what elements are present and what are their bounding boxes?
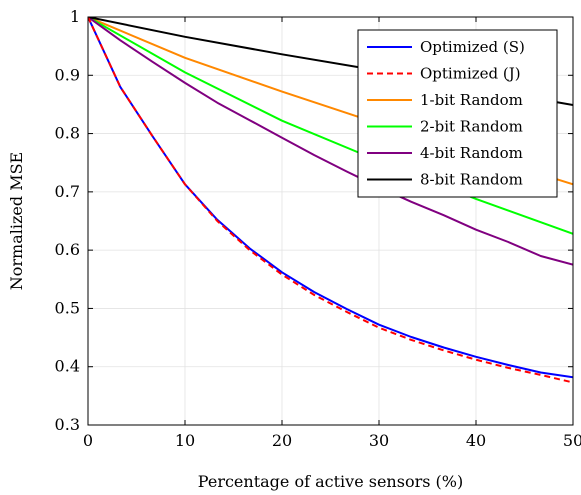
- legend-box: [357, 29, 558, 198]
- y-tick-label: 1: [70, 7, 80, 26]
- y-tick-label: 0.9: [55, 65, 80, 84]
- plot-frame: [87, 16, 574, 426]
- x-tick-label: 50: [563, 431, 581, 450]
- y-tick-label: 0.6: [55, 240, 80, 259]
- x-tick-label: 30: [369, 431, 389, 450]
- x-tick-label: 20: [272, 431, 292, 450]
- legend-label: 1-bit Random: [420, 91, 523, 109]
- x-tick-label: 40: [466, 431, 486, 450]
- x-tick-label: 0: [83, 431, 93, 450]
- legend-label: Optimized (S): [420, 38, 525, 56]
- axis-ticks: 0 10 20 30 40 50 0.3 0.4 0.5 0.6 0.7 0.8 0.9 1: [55, 7, 581, 450]
- legend-label: Optimized (J): [420, 65, 521, 83]
- legend-label: 4-bit Random: [420, 144, 523, 162]
- y-tick-label: 0.4: [55, 357, 80, 376]
- legend-label: 8-bit Random: [420, 171, 523, 189]
- y-tick-label: 0.8: [55, 124, 80, 143]
- y-tick-label: 0.5: [55, 298, 80, 317]
- series-lines: [88, 17, 573, 384]
- y-axis-label: Normalized MSE: [7, 152, 26, 290]
- series-line-3: [88, 17, 573, 235]
- y-tick-label: 0.3: [55, 415, 80, 434]
- legend-label: 2-bit Random: [420, 118, 523, 136]
- y-tick-label: 0.7: [55, 182, 80, 201]
- legend: Optimized (S) Optimized (J) 1-bit Random 2-…: [357, 29, 558, 198]
- series-line-4: [88, 17, 573, 266]
- x-axis-label: Percentage of active sensors (%): [198, 472, 463, 491]
- x-tick-label: 10: [175, 431, 195, 450]
- series-line-1: [88, 17, 573, 384]
